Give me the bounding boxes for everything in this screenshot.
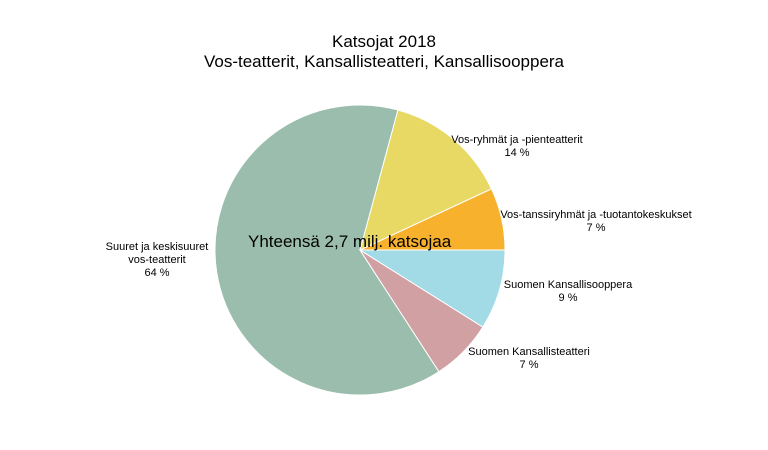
- category-name: Suomen Kansallisooppera: [503, 279, 633, 291]
- pie-slice: [358, 249, 506, 328]
- chart-title: Katsojat 2018: [332, 32, 436, 51]
- category-name: Suuret ja keskisuuret vos-teatterit: [105, 241, 209, 266]
- slice-label: Vos-ryhmät ja -pienteatterit 14 %: [447, 134, 587, 160]
- value-label: 7 %: [586, 222, 606, 234]
- value-label: 9 %: [558, 292, 578, 304]
- category-name: Suomen Kansallisteatteri: [468, 346, 590, 358]
- slice-label: Suomen Kansallisteatteri 7 %: [454, 346, 604, 372]
- value-label: 64 %: [144, 267, 170, 279]
- pie-slice: [214, 104, 440, 396]
- category-name: Vos-ryhmät ja -pienteatterit: [451, 134, 583, 146]
- slice-label: Vos-tanssiryhmät ja -tuotantokeskukset 7 …: [486, 209, 706, 235]
- slice-label: Suuret ja keskisuuret vos-teatterit 64 %: [102, 241, 212, 280]
- value-label: 14 %: [504, 147, 530, 159]
- chart-subtitle: Vos-teatterit, Kansallisteatteri, Kansal…: [203, 52, 565, 71]
- category-name: Vos-tanssiryhmät ja -tuotantokeskukset: [500, 209, 692, 221]
- annotation: Yhteensä 2,7 milj. katsojaa: [248, 232, 452, 251]
- slice-label: Suomen Kansallisooppera 9 %: [493, 279, 643, 305]
- value-label: 7 %: [519, 359, 539, 371]
- pie-slice: [359, 109, 493, 251]
